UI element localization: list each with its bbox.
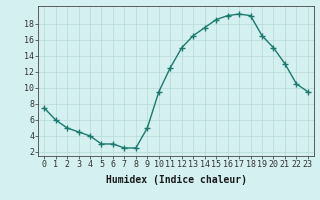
- X-axis label: Humidex (Indice chaleur): Humidex (Indice chaleur): [106, 175, 246, 185]
